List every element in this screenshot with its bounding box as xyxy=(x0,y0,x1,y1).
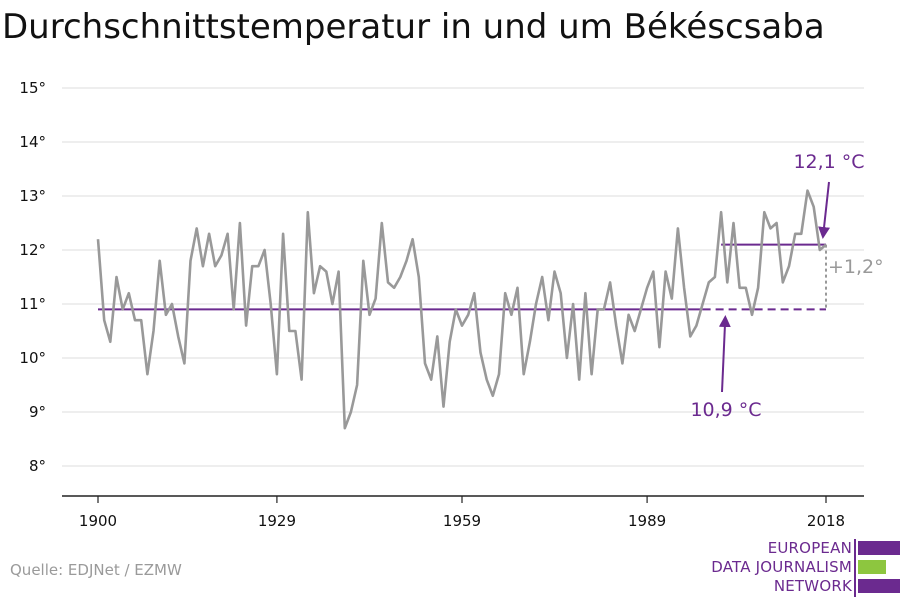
logo-line-2: DATA JOURNALISM xyxy=(711,558,852,576)
x-tick-label: 1959 xyxy=(443,512,481,530)
x-tick-label: 1900 xyxy=(79,512,117,530)
x-tick-label: 1929 xyxy=(258,512,296,530)
annotations: 12,1 °C 10,9 °C +1,2° xyxy=(690,151,883,421)
series-layer xyxy=(96,189,827,430)
annotation-baseline-label: 10,9 °C xyxy=(690,399,761,421)
y-tick-label: 14° xyxy=(19,133,46,151)
axes: 8° 9° 10° 11° 12° 13° 14° 15° 1900 1929 1959 1989 20… xyxy=(19,79,864,530)
source-credit: Quelle: EDJNet / EZMW xyxy=(10,561,182,579)
temperature-series-line xyxy=(96,189,827,430)
logo-bar-purple-bottom xyxy=(858,579,900,593)
annotation-recent-arrow xyxy=(818,181,831,239)
x-tick-label: 2018 xyxy=(807,512,845,530)
chart-title: Durchschnittstemperatur in und um Békésc… xyxy=(2,7,825,47)
y-tick-label: 10° xyxy=(19,349,46,367)
annotation-recent-label: 12,1 °C xyxy=(793,151,864,173)
logo-line-3: NETWORK xyxy=(773,577,852,595)
y-tick-label: 11° xyxy=(19,295,46,313)
x-tick-label: 1989 xyxy=(628,512,666,530)
grid-lines xyxy=(62,87,864,467)
y-tick-label: 13° xyxy=(19,187,46,205)
y-tick-label: 8° xyxy=(29,457,46,475)
y-tick-label: 12° xyxy=(19,241,46,259)
y-tick-label: 9° xyxy=(29,403,46,421)
annotation-baseline-arrow xyxy=(718,315,731,393)
logo-line-1: EUROPEAN xyxy=(767,539,852,557)
annotation-delta-label: +1,2° xyxy=(828,256,884,278)
logo-bar-green xyxy=(858,560,886,574)
logo-divider xyxy=(854,539,856,597)
logo-bar-purple-top xyxy=(858,541,900,555)
edjnet-logo[interactable]: EUROPEAN DATA JOURNALISM NETWORK xyxy=(700,539,900,597)
y-tick-label: 15° xyxy=(19,79,46,97)
